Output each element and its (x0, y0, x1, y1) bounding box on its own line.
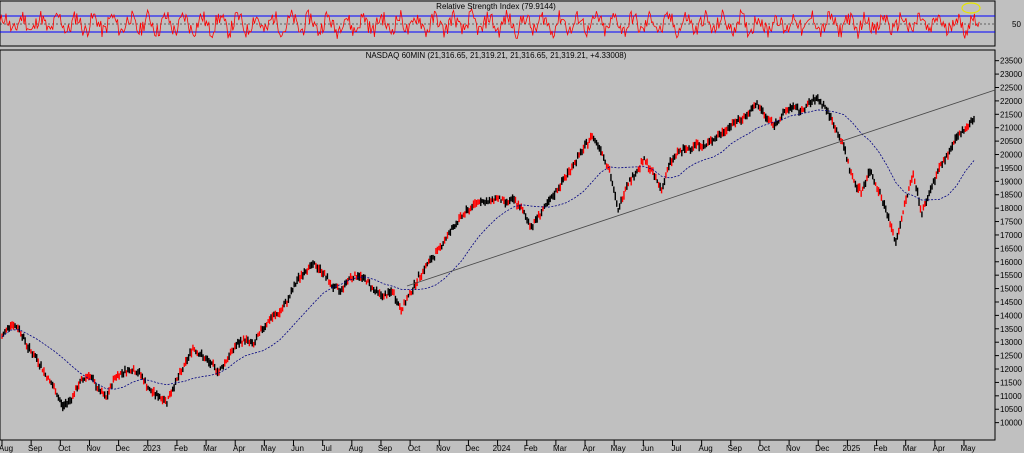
y-tick-label: 18500 (1000, 191, 1023, 200)
rsi-level-label: 50 (1012, 20, 1021, 29)
y-tick-label: 21000 (1000, 124, 1023, 133)
moving-average-line (1, 109, 975, 390)
x-tick-label: Nov (786, 444, 800, 453)
x-tick-label: Aug (699, 444, 713, 453)
y-tick-label: 17500 (1000, 218, 1023, 227)
trendline (406, 89, 996, 287)
price-panel-background (0, 49, 996, 441)
y-tick-label: 16500 (1000, 244, 1023, 253)
rsi-title: Relative Strength Index (79.9144) (436, 2, 556, 11)
rsi-panel-background (0, 0, 996, 47)
x-tick-label: Nov (436, 444, 450, 453)
y-tick-label: 14000 (1000, 311, 1023, 320)
y-tick-label: 15000 (1000, 285, 1023, 294)
x-axis: Aug Sep Oct Nov Dec 2023 Feb Mar Apr May Jun Jul Aug… (0, 440, 976, 453)
x-tick-label: May (611, 444, 626, 453)
x-tick-label: Jul (322, 444, 332, 453)
x-tick-label: Mar (553, 444, 567, 453)
x-tick-label: Dec (815, 444, 829, 453)
x-tick-label: Sep (28, 444, 43, 453)
x-tick-label: Oct (58, 444, 71, 453)
y-tick-label: 10000 (1000, 419, 1023, 428)
y-tick-label: 14500 (1000, 298, 1023, 307)
y-tick-label: 20000 (1000, 151, 1023, 160)
y-tick-label: 13000 (1000, 338, 1023, 347)
y-tick-label: 21500 (1000, 110, 1023, 119)
y-tick-label: 20500 (1000, 137, 1023, 146)
x-tick-label: Feb (524, 444, 538, 453)
x-tick-label: May (261, 444, 276, 453)
y-tick-label: 11000 (1000, 392, 1022, 401)
y-tick-label: 19500 (1000, 164, 1023, 173)
y-tick-label: 10500 (1000, 405, 1023, 414)
rsi-panel (0, 2, 995, 39)
x-tick-label: Nov (86, 444, 100, 453)
x-tick-label: Feb (874, 444, 888, 453)
x-tick-label: 2025 (842, 444, 860, 453)
x-tick-label: Dec (465, 444, 479, 453)
y-tick-label: 16000 (1000, 258, 1023, 267)
rsi-line (0, 7, 980, 39)
y-tick-label: 17000 (1000, 231, 1023, 240)
x-tick-label: 2023 (143, 444, 161, 453)
x-tick-label: Jun (641, 444, 654, 453)
x-tick-label: Aug (349, 444, 363, 453)
y-tick-label: 22000 (1000, 97, 1023, 106)
x-tick-label: May (960, 444, 975, 453)
x-tick-label: Oct (758, 444, 771, 453)
y-tick-label: 23500 (1000, 57, 1023, 66)
y-tick-label: 13500 (1000, 325, 1023, 334)
y-tick-label: 12000 (1000, 365, 1023, 374)
y-tick-label: 23000 (1000, 70, 1023, 79)
price-plot (1, 89, 996, 412)
y-tick-label: 12500 (1000, 352, 1023, 361)
x-tick-label: Oct (408, 444, 421, 453)
y-tick-label: 19000 (1000, 177, 1023, 186)
x-tick-label: Jul (671, 444, 681, 453)
x-tick-label: Apr (933, 444, 946, 453)
x-tick-label: Jun (291, 444, 304, 453)
y-tick-label: 15500 (1000, 271, 1023, 280)
x-tick-label: Mar (203, 444, 217, 453)
x-tick-label: Dec (115, 444, 129, 453)
rsi-highlight-ellipse (961, 2, 981, 14)
x-tick-label: Mar (903, 444, 917, 453)
x-tick-label: Sep (728, 444, 743, 453)
y-tick-label: 11500 (1000, 378, 1022, 387)
y-tick-label: 18000 (1000, 204, 1023, 213)
x-tick-label: Apr (233, 444, 246, 453)
x-tick-label: Feb (174, 444, 188, 453)
y-axis: 10000 10500 11000 11500 12000 12500 13000 13500… (994, 50, 1023, 440)
x-tick-label: Apr (583, 444, 596, 453)
x-tick-label: Aug (0, 444, 13, 453)
x-tick-label: Sep (378, 444, 393, 453)
price-title: NASDAQ 60MIN (21,316.65, 21,319.21, 21,3… (366, 51, 627, 60)
x-tick-label: 2024 (493, 444, 511, 453)
y-tick-label: 22500 (1000, 83, 1023, 92)
